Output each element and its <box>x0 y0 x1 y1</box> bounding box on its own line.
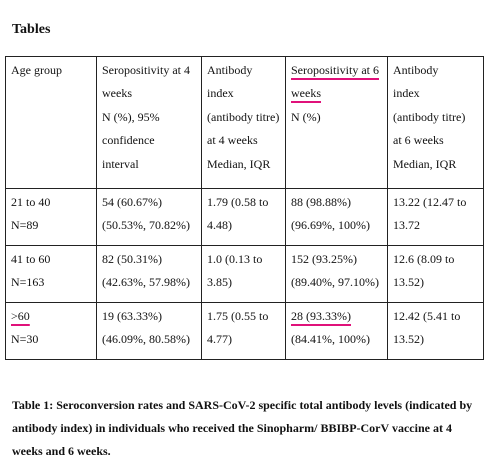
cell-antibody-4wk: 1.0 (0.13 to 3.85) <box>202 246 286 303</box>
header-text: N (%), 95% <box>102 106 197 129</box>
cell-text: 152 (93.25%) <box>291 248 383 271</box>
cell-text: 41 to 60 <box>11 248 92 271</box>
highlighted-header-text: Seropositivity at 6 <box>291 63 379 77</box>
header-seropositivity-4wk: Seropositivity at 4 weeks N (%), 95% con… <box>97 57 202 189</box>
cell-age: 41 to 60 N=163 <box>6 246 97 303</box>
header-age-group: Age group <box>6 57 97 189</box>
cell-text: (50.53%, 70.82%) <box>102 214 197 237</box>
cell-antibody-4wk: 1.75 (0.55 to 4.77) <box>202 303 286 360</box>
header-text: Median, IQR <box>207 153 281 176</box>
table-row: >60 N=30 19 (63.33%) (46.09%, 80.58%) 1.… <box>6 303 484 360</box>
header-text: Median, IQR <box>393 153 479 176</box>
cell-text: 13.72 <box>393 214 479 237</box>
header-text: Seropositivity at 4 <box>102 59 197 82</box>
header-text: confidence <box>102 129 197 152</box>
cell-seropositivity-4wk: 19 (63.33%) (46.09%, 80.58%) <box>97 303 202 360</box>
cell-text: (89.40%, 97.10%) <box>291 271 383 294</box>
cell-text: 4.77) <box>207 328 281 351</box>
seroconversion-table: Age group Seropositivity at 4 weeks N (%… <box>5 56 484 360</box>
cell-text: 54 (60.67%) <box>102 191 197 214</box>
highlighted-cell-text: 28 (93.33%) <box>291 309 351 323</box>
cell-text: 19 (63.33%) <box>102 305 197 328</box>
header-text: Antibody <box>207 59 281 82</box>
cell-seropositivity-4wk: 54 (60.67%) (50.53%, 70.82%) <box>97 189 202 246</box>
cell-antibody-6wk: 12.6 (8.09 to 13.52) <box>388 246 484 303</box>
cell-seropositivity-6wk: 28 (93.33%) (84.41%, 100%) <box>286 303 388 360</box>
cell-text: 4.48) <box>207 214 281 237</box>
cell-text: 1.75 (0.55 to <box>207 305 281 328</box>
header-text: (antibody titre) <box>393 106 479 129</box>
header-text: index <box>207 82 281 105</box>
cell-text: (42.63%, 57.98%) <box>102 271 197 294</box>
cell-text: 88 (98.88%) <box>291 191 383 214</box>
header-text: (antibody titre) <box>207 106 281 129</box>
cell-text: 21 to 40 <box>11 191 92 214</box>
caption-line: weeks and 6 weeks. <box>12 440 492 463</box>
header-text: Age group <box>11 59 92 82</box>
cell-age: >60 N=30 <box>6 303 97 360</box>
cell-text: (96.69%, 100%) <box>291 214 383 237</box>
header-text: index <box>393 82 479 105</box>
cell-text: 1.0 (0.13 to <box>207 248 281 271</box>
cell-age: 21 to 40 N=89 <box>6 189 97 246</box>
header-seropositivity-6wk: Seropositivity at 6 weeks N (%) <box>286 57 388 189</box>
header-text: at 4 weeks <box>207 129 281 152</box>
cell-seropositivity-4wk: 82 (50.31%) (42.63%, 57.98%) <box>97 246 202 303</box>
cell-seropositivity-6wk: 152 (93.25%) (89.40%, 97.10%) <box>286 246 388 303</box>
header-antibody-index-6wk: Antibody index (antibody titre) at 6 wee… <box>388 57 484 189</box>
cell-text: 13.52) <box>393 328 479 351</box>
cell-text: 13.22 (12.47 to <box>393 191 479 214</box>
header-antibody-index-4wk: Antibody index (antibody titre) at 4 wee… <box>202 57 286 189</box>
caption-line: Table 1: Seroconversion rates and SARS-C… <box>12 394 492 417</box>
table-row: 41 to 60 N=163 82 (50.31%) (42.63%, 57.9… <box>6 246 484 303</box>
cell-antibody-6wk: 12.42 (5.41 to 13.52) <box>388 303 484 360</box>
cell-text: N=89 <box>11 214 92 237</box>
cell-antibody-6wk: 13.22 (12.47 to 13.72 <box>388 189 484 246</box>
cell-text: 1.79 (0.58 to <box>207 191 281 214</box>
highlighted-header-text: weeks <box>291 86 321 100</box>
cell-seropositivity-6wk: 88 (98.88%) (96.69%, 100%) <box>286 189 388 246</box>
header-text: weeks <box>102 82 197 105</box>
header-text: N (%) <box>291 106 383 129</box>
highlighted-cell-text: >60 <box>11 309 30 323</box>
section-heading: Tables <box>12 22 50 38</box>
cell-antibody-4wk: 1.79 (0.58 to 4.48) <box>202 189 286 246</box>
table-header-row: Age group Seropositivity at 4 weeks N (%… <box>6 57 484 189</box>
cell-text: N=163 <box>11 271 92 294</box>
header-text: Antibody <box>393 59 479 82</box>
cell-text: 12.42 (5.41 to <box>393 305 479 328</box>
header-text: interval <box>102 153 197 176</box>
cell-text: 12.6 (8.09 to <box>393 248 479 271</box>
table-caption: Table 1: Seroconversion rates and SARS-C… <box>12 394 492 463</box>
caption-line: antibody index) in individuals who recei… <box>12 417 492 440</box>
cell-text: 13.52) <box>393 271 479 294</box>
cell-text: 82 (50.31%) <box>102 248 197 271</box>
cell-text: (84.41%, 100%) <box>291 328 383 351</box>
cell-text: (46.09%, 80.58%) <box>102 328 197 351</box>
header-text: at 6 weeks <box>393 129 479 152</box>
cell-text: N=30 <box>11 328 92 351</box>
cell-text: 3.85) <box>207 271 281 294</box>
table-row: 21 to 40 N=89 54 (60.67%) (50.53%, 70.82… <box>6 189 484 246</box>
